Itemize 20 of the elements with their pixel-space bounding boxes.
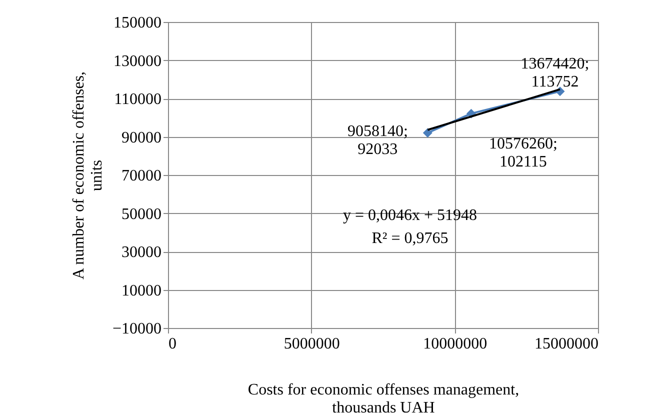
x-tick-label: 5000000: [284, 336, 340, 352]
data-label: 10576260; 102115: [488, 136, 558, 171]
y-tick-label: −10000: [112, 320, 162, 338]
y-tick-label: 50000: [122, 206, 162, 223]
y-tick-label: 110000: [114, 91, 162, 108]
y-tick-label: 70000: [122, 168, 162, 184]
annotation: R² = 0,9765: [372, 230, 448, 247]
x-axis-title: Costs for economic offenses management, thousands UAH: [248, 382, 520, 416]
data-label: 9058140; 92033: [347, 122, 408, 158]
annotation: y = 0,0046x + 51948: [342, 207, 478, 224]
y-axis-title: A number of economic offenses, units: [70, 71, 106, 280]
y-tick-label: 30000: [122, 244, 162, 261]
y-tick-label: 130000: [114, 52, 162, 70]
y-tick-label: 150000: [114, 14, 162, 32]
y-tick-label: 90000: [122, 129, 162, 146]
x-tick-label: 10000000: [423, 336, 488, 352]
x-tick-label: 0: [168, 336, 176, 352]
x-tick-label: 15000000: [534, 336, 598, 352]
y-tick-label: 10000: [122, 282, 162, 300]
data-label: 13674420; 113752: [520, 55, 590, 90]
